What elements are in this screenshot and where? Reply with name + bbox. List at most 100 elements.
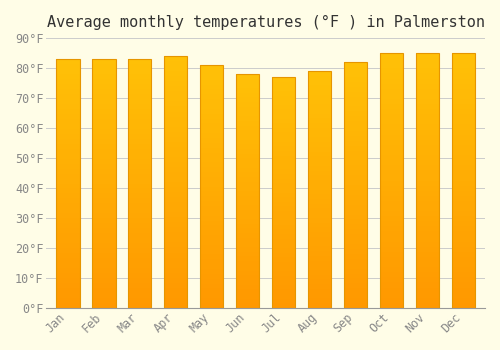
Bar — [236, 280, 260, 285]
Bar — [344, 185, 367, 190]
Bar — [380, 216, 403, 221]
Bar — [344, 62, 367, 308]
Bar — [272, 211, 295, 216]
Bar — [452, 277, 475, 282]
Bar — [416, 247, 439, 252]
Bar — [344, 106, 367, 111]
Bar — [452, 84, 475, 89]
Bar — [56, 243, 80, 248]
Bar — [200, 225, 224, 230]
Bar — [92, 119, 116, 124]
Bar — [200, 172, 224, 177]
Bar — [452, 89, 475, 94]
Bar — [92, 159, 116, 163]
Bar — [272, 114, 295, 119]
Bar — [272, 271, 295, 275]
Bar — [308, 303, 332, 308]
Bar — [452, 130, 475, 135]
Bar — [344, 268, 367, 273]
Bar — [128, 129, 152, 134]
Bar — [128, 298, 152, 303]
Bar — [128, 59, 152, 64]
Bar — [308, 204, 332, 209]
Bar — [272, 285, 295, 289]
Bar — [92, 104, 116, 109]
Bar — [308, 241, 332, 246]
Bar — [344, 92, 367, 97]
Bar — [128, 303, 152, 308]
Bar — [380, 68, 403, 74]
Bar — [380, 99, 403, 104]
Bar — [128, 273, 152, 278]
Bar — [272, 123, 295, 128]
Bar — [164, 117, 188, 121]
Bar — [92, 288, 116, 293]
Bar — [452, 272, 475, 277]
Bar — [308, 76, 332, 80]
Bar — [92, 129, 116, 134]
Bar — [128, 194, 152, 198]
Bar — [56, 273, 80, 278]
Bar — [452, 99, 475, 104]
Bar — [128, 203, 152, 208]
Bar — [236, 294, 260, 299]
Bar — [272, 82, 295, 86]
Bar — [164, 112, 188, 117]
Bar — [92, 99, 116, 104]
Bar — [164, 142, 188, 147]
Bar — [344, 205, 367, 210]
Bar — [200, 245, 224, 250]
Bar — [56, 293, 80, 298]
Bar — [344, 72, 367, 77]
Bar — [308, 199, 332, 204]
Bar — [236, 135, 260, 140]
Bar — [380, 58, 403, 63]
Bar — [344, 200, 367, 205]
Bar — [200, 264, 224, 269]
Bar — [128, 178, 152, 183]
Bar — [380, 155, 403, 160]
Bar — [164, 147, 188, 152]
Bar — [272, 266, 295, 271]
Bar — [308, 161, 332, 166]
Bar — [92, 89, 116, 94]
Bar — [452, 247, 475, 252]
Bar — [308, 133, 332, 138]
Bar — [236, 205, 260, 210]
Bar — [416, 252, 439, 257]
Bar — [344, 219, 367, 224]
Bar — [308, 85, 332, 90]
Bar — [56, 228, 80, 233]
Bar — [128, 223, 152, 228]
Bar — [272, 234, 295, 239]
Bar — [236, 126, 260, 130]
Bar — [200, 133, 224, 138]
Bar — [308, 209, 332, 213]
Bar — [92, 183, 116, 189]
Bar — [56, 124, 80, 129]
Bar — [128, 99, 152, 104]
Bar — [164, 303, 188, 308]
Bar — [452, 170, 475, 175]
Bar — [308, 142, 332, 147]
Bar — [380, 130, 403, 135]
Bar — [344, 244, 367, 249]
Bar — [452, 196, 475, 201]
Bar — [416, 53, 439, 308]
Bar — [452, 288, 475, 293]
Bar — [380, 160, 403, 165]
Bar — [200, 114, 224, 119]
Bar — [56, 99, 80, 104]
Bar — [308, 189, 332, 194]
Bar — [452, 140, 475, 145]
Bar — [56, 198, 80, 203]
Bar — [452, 303, 475, 308]
Bar — [92, 268, 116, 273]
Bar — [344, 190, 367, 195]
Bar — [344, 254, 367, 259]
Bar — [236, 102, 260, 107]
Bar — [452, 181, 475, 186]
Bar — [164, 222, 188, 228]
Bar — [236, 177, 260, 182]
Bar — [128, 144, 152, 149]
